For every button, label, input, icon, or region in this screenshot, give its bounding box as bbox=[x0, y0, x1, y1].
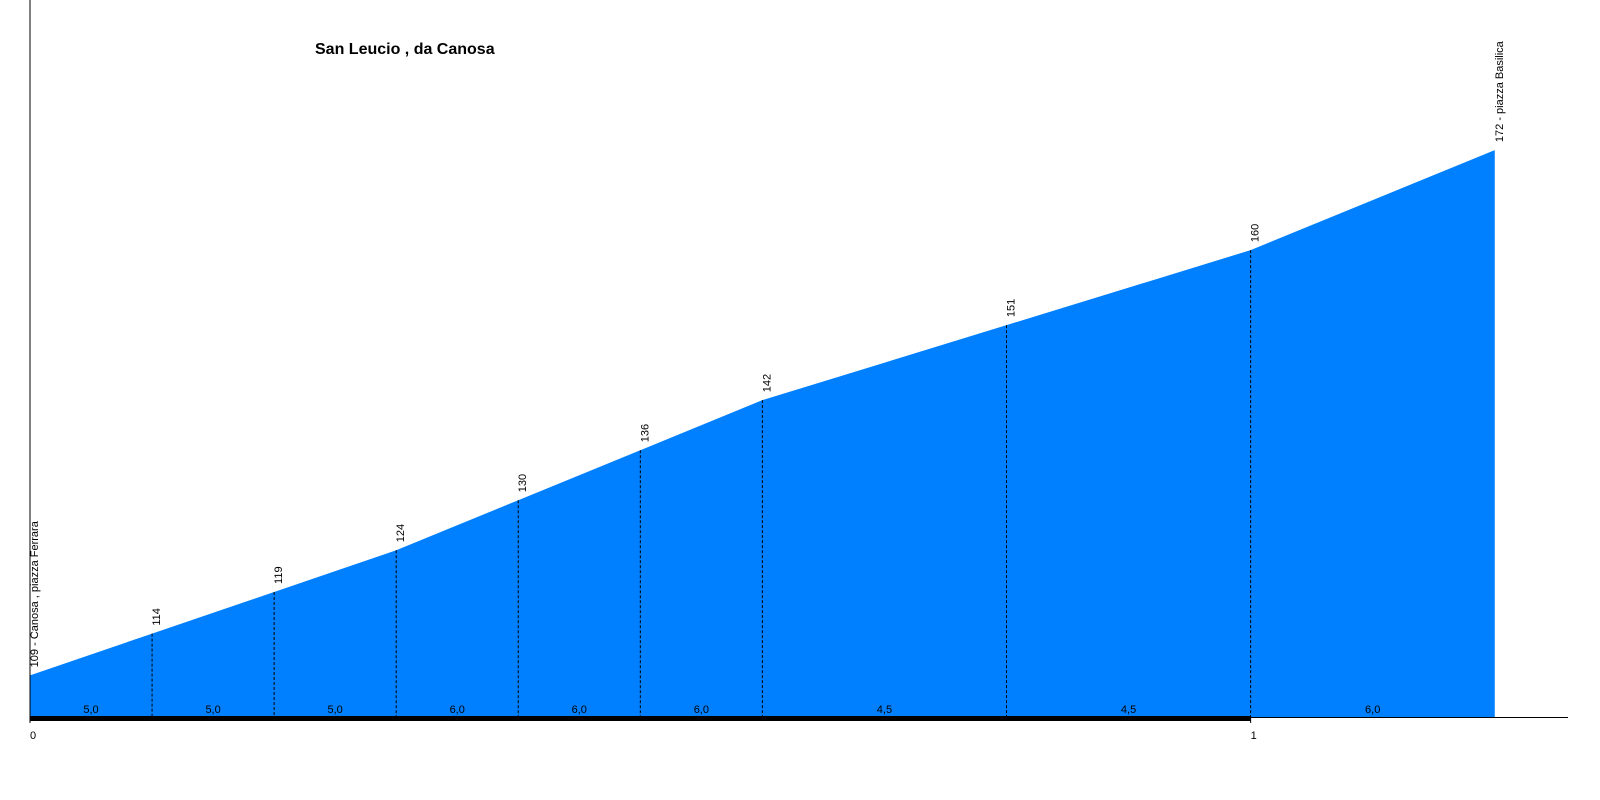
x-tick-label: 0 bbox=[30, 730, 36, 742]
segment-gradient-label: 6,0 bbox=[694, 704, 709, 716]
segment-gradient-label: 4,5 bbox=[877, 704, 892, 716]
segment-gradient-label: 6,0 bbox=[450, 704, 465, 716]
segment-gradient-label: 5,0 bbox=[83, 704, 98, 716]
point-label: 130 bbox=[517, 474, 529, 492]
point-label: 119 bbox=[273, 566, 285, 584]
segment-gradient-label: 5,0 bbox=[328, 704, 343, 716]
x-axis-scale-bar bbox=[30, 716, 1251, 721]
x-tick-label: 1 bbox=[1251, 730, 1257, 742]
chart-title: San Leucio , da Canosa bbox=[315, 41, 495, 58]
point-label: 124 bbox=[395, 524, 407, 542]
point-label: 142 bbox=[761, 374, 773, 392]
segment-gradient-label: 6,0 bbox=[1365, 704, 1380, 716]
segment-gradient-label: 4,5 bbox=[1121, 704, 1136, 716]
point-label: 109 - Canosa , piazza Ferrara bbox=[29, 520, 41, 667]
point-label: 160 bbox=[1250, 224, 1262, 242]
point-label: 114 bbox=[151, 608, 163, 626]
segment-gradient-label: 6,0 bbox=[572, 704, 587, 716]
segment-gradient-label: 5,0 bbox=[205, 704, 220, 716]
point-label: 136 bbox=[639, 424, 651, 442]
point-label: 172 - piazza Basilica bbox=[1494, 40, 1506, 142]
point-label: 151 bbox=[1006, 299, 1018, 317]
